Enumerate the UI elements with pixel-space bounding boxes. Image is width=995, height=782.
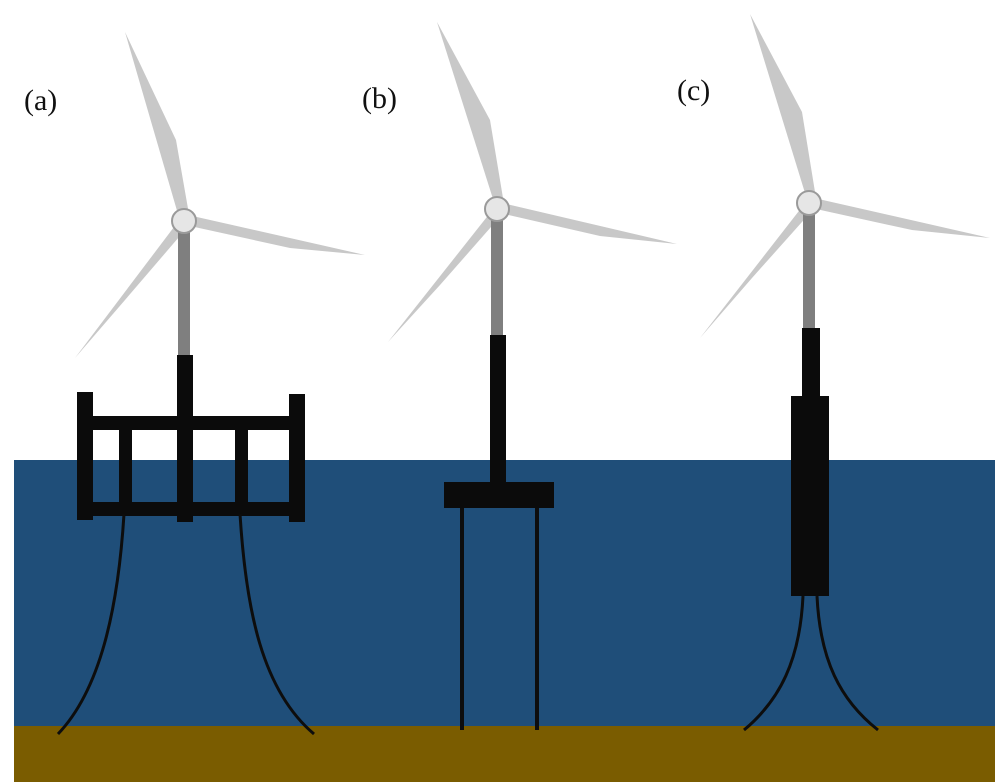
spar-hull-c xyxy=(791,396,829,596)
panel-label-b: (b) xyxy=(362,82,397,115)
blade-b-2 xyxy=(502,203,677,244)
column-inner-right-a xyxy=(235,428,248,510)
panel-label-c: (c) xyxy=(677,74,710,107)
column-b xyxy=(490,335,506,485)
panel-label-a: (a) xyxy=(24,84,57,117)
blade-a-2 xyxy=(188,215,365,255)
mooring-line-c-left xyxy=(743,595,805,732)
turbine-b-tension-leg-platform xyxy=(388,22,677,730)
seabed xyxy=(14,726,995,782)
column-inner-left-a xyxy=(119,428,132,510)
mooring-c xyxy=(743,595,879,732)
blade-b-3 xyxy=(388,213,498,342)
turbine-c-spar-buoy xyxy=(700,14,990,732)
mooring-line-a-right xyxy=(238,513,315,736)
blade-c-2 xyxy=(814,198,990,238)
platform-a xyxy=(77,355,305,522)
mooring-a xyxy=(56,513,315,736)
blade-a-3 xyxy=(75,223,185,358)
tower-b xyxy=(491,220,503,338)
column-left-a xyxy=(77,392,93,520)
platform-c xyxy=(791,328,829,596)
rotor-c xyxy=(700,14,990,338)
turbine-a-semi-submersible xyxy=(56,32,365,736)
lower-brace-a xyxy=(77,502,305,516)
tower-c xyxy=(803,214,815,332)
blade-c-3 xyxy=(700,207,810,338)
rotor-a xyxy=(75,32,365,358)
platform-b xyxy=(444,335,554,508)
mooring-b xyxy=(460,508,539,730)
pontoon-b xyxy=(444,482,554,508)
rotor-b xyxy=(388,22,677,342)
tower-a xyxy=(178,232,190,357)
blade-b-1 xyxy=(437,22,503,199)
spar-upper-c xyxy=(802,328,820,400)
hub-a xyxy=(171,208,197,234)
mooring-line-c-right xyxy=(815,595,879,732)
mooring-line-a-left xyxy=(56,513,126,736)
hub-b xyxy=(484,196,510,222)
upper-brace-a xyxy=(77,416,305,430)
column-center-a xyxy=(177,355,193,522)
blade-c-1 xyxy=(750,14,815,193)
blade-a-1 xyxy=(125,32,190,221)
hub-c xyxy=(796,190,822,216)
